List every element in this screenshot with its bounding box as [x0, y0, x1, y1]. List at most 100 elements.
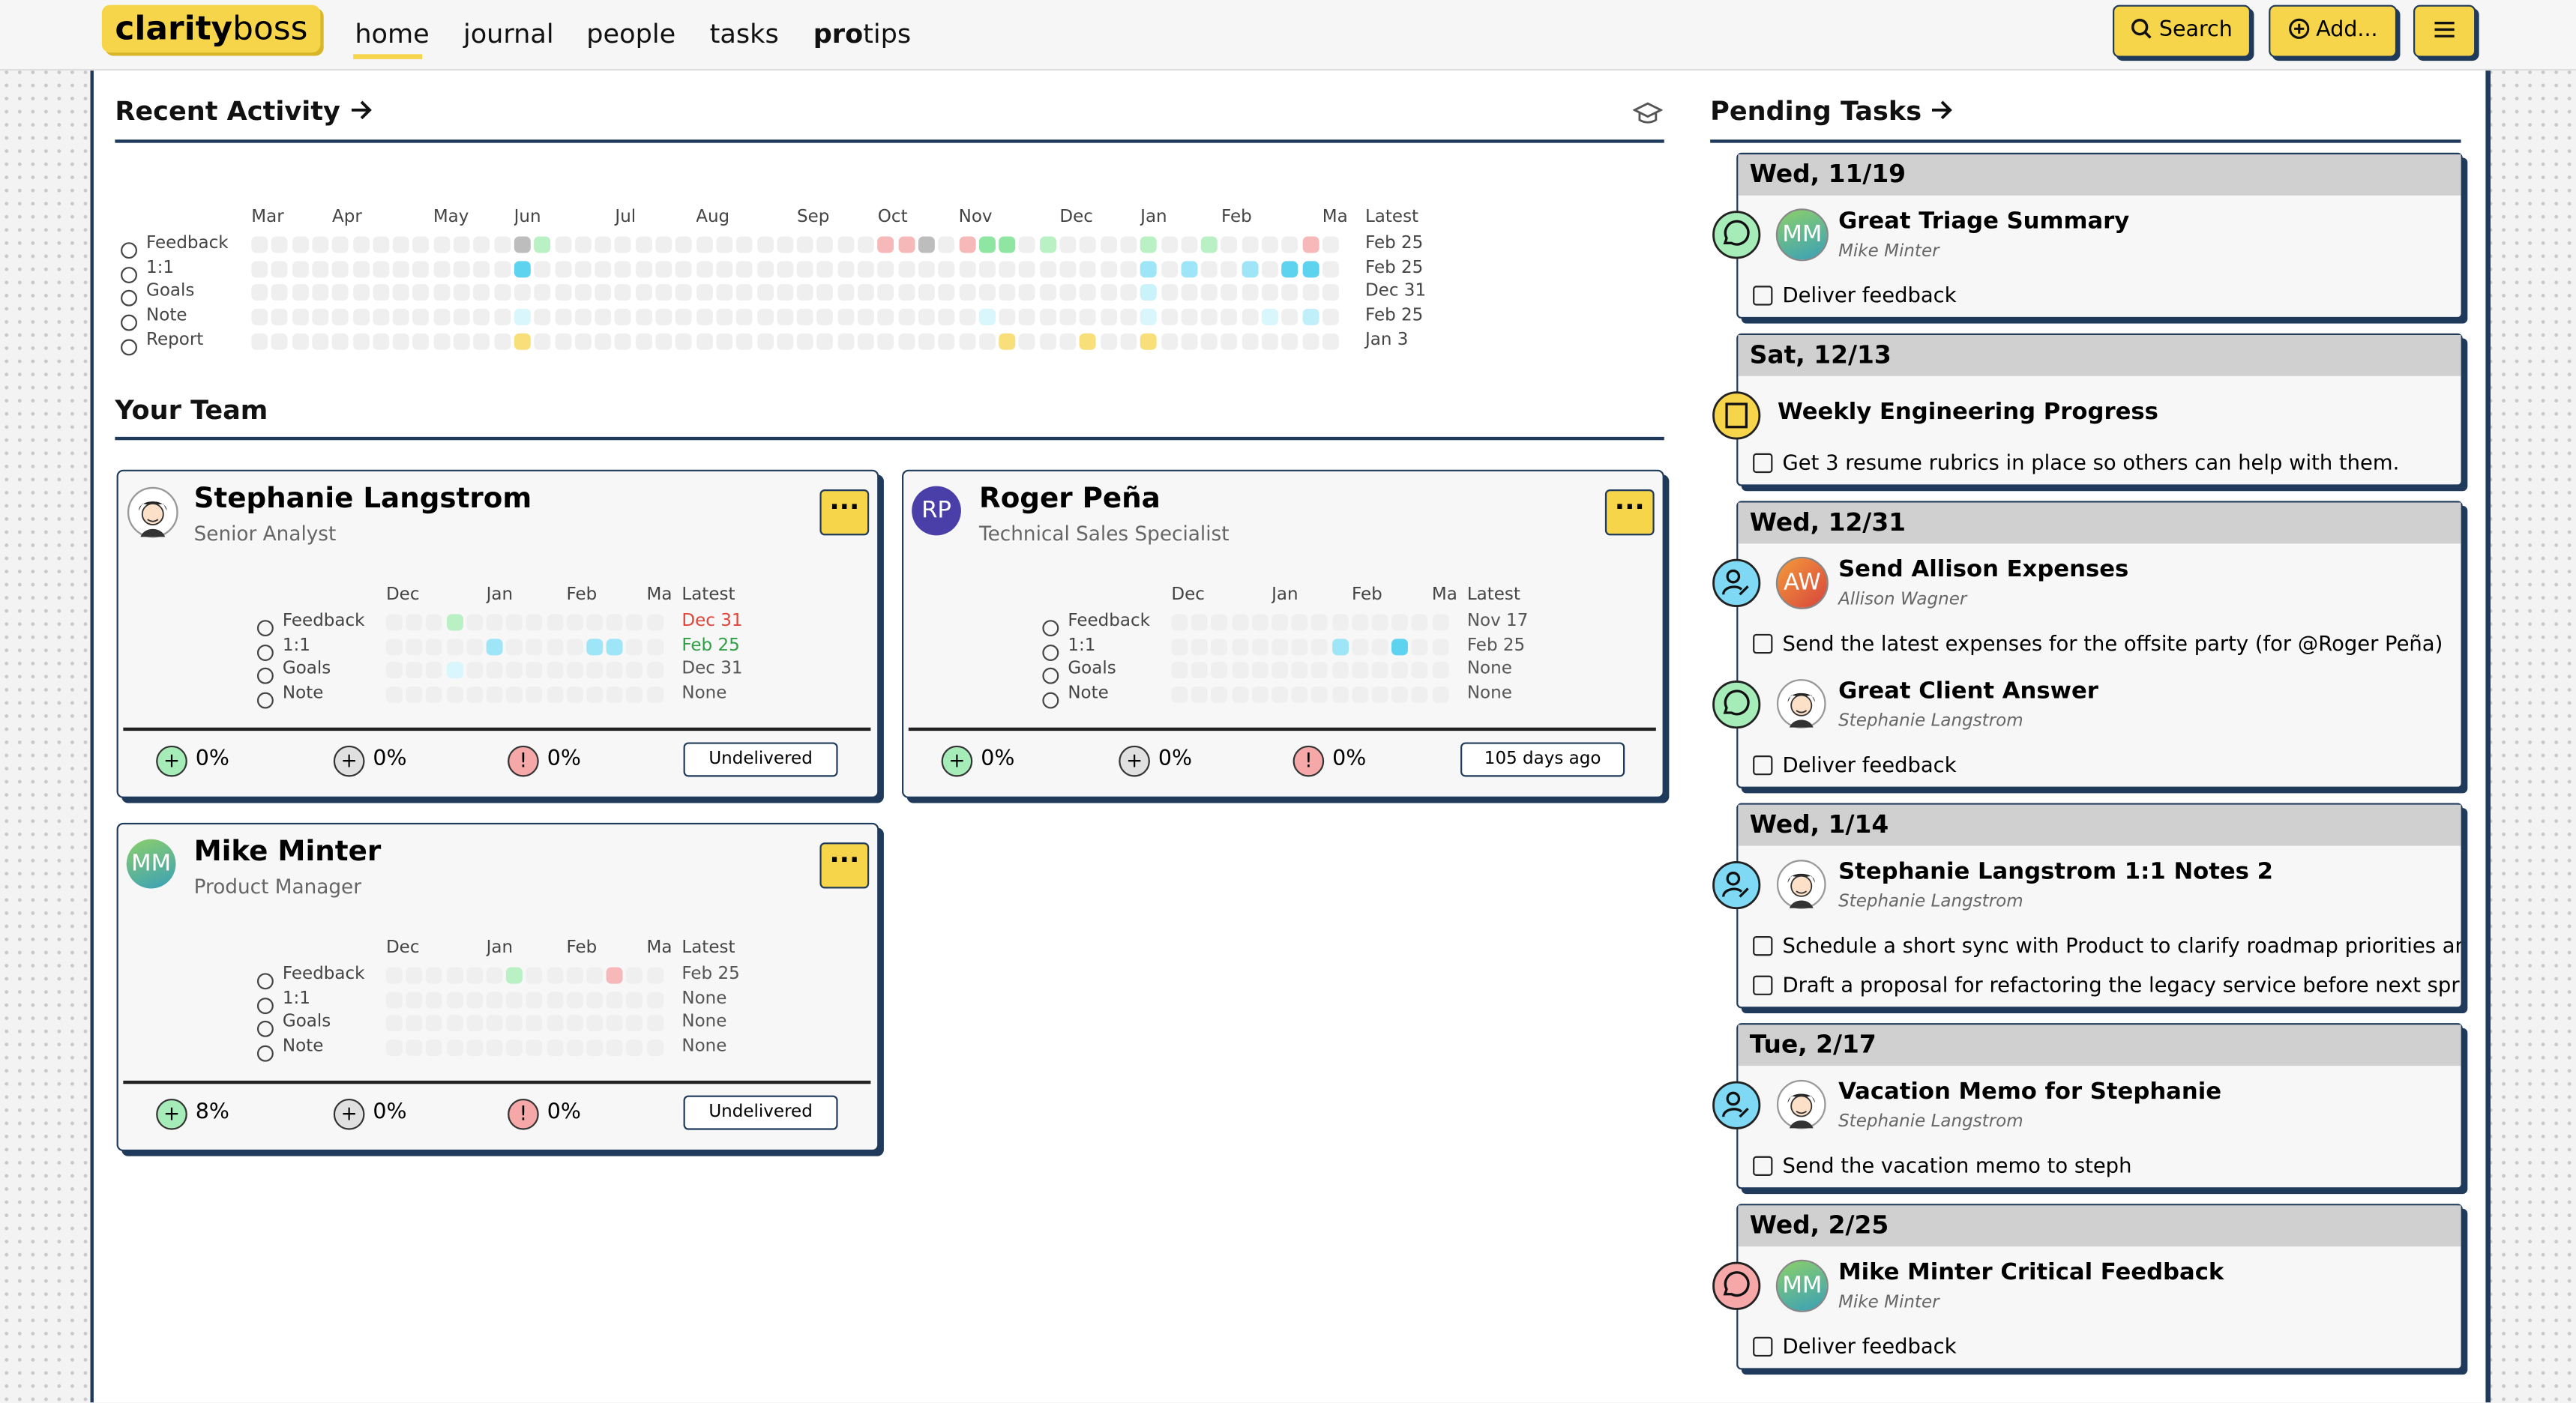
- heat-cell: [292, 284, 309, 301]
- checkbox[interactable]: [1753, 755, 1773, 776]
- nav-journal[interactable]: journal: [463, 18, 554, 49]
- heat-cell: [1211, 662, 1228, 679]
- more-button[interactable]: ···: [819, 842, 870, 889]
- activity-cell: [1301, 309, 1319, 326]
- pending-tasks: Pending Tasks Wed, 11/19 MM Great Triage S…: [1710, 95, 2463, 1384]
- task[interactable]: MM Mike Minter Critical Feedback Mike Mint…: [1712, 1246, 2461, 1329]
- heat-cell: [385, 662, 403, 679]
- heat-cell: [486, 967, 503, 984]
- member-name[interactable]: Mike Minter: [193, 836, 382, 869]
- heat-cell: [466, 638, 483, 655]
- pending-title[interactable]: Pending Tasks: [1710, 95, 2461, 127]
- heat-cell: [857, 309, 874, 326]
- task-item[interactable]: Send the vacation memo to steph: [1738, 1148, 2461, 1188]
- task-item[interactable]: Deliver feedback: [1738, 277, 2461, 317]
- task-item[interactable]: Send the latest expenses for the offsite…: [1738, 626, 2461, 666]
- task-item[interactable]: Schedule a short sync with Product to cl…: [1738, 928, 2461, 968]
- heat-cell: [938, 284, 955, 301]
- stat-icon: +: [156, 1098, 187, 1130]
- status-badge[interactable]: Undelivered: [683, 1095, 838, 1130]
- more-button[interactable]: ···: [1604, 489, 1655, 536]
- task[interactable]: Stephanie Langstrom 1:1 Notes 2 Stephanie…: [1712, 846, 2461, 929]
- checkbox[interactable]: [1753, 975, 1773, 995]
- heat-cell: [635, 284, 652, 301]
- task-item[interactable]: Deliver feedback: [1738, 747, 2461, 787]
- checkbox[interactable]: [1753, 453, 1773, 474]
- task-group: Sat, 12/13 Weekly Engineering Progress Get…: [1712, 333, 2463, 486]
- heat-cell: [736, 260, 753, 277]
- checkbox[interactable]: [1753, 1336, 1773, 1357]
- checkbox[interactable]: [1753, 633, 1773, 654]
- status-badge[interactable]: 105 days ago: [1460, 742, 1625, 777]
- month-label: Feb: [1221, 207, 1252, 227]
- checkbox[interactable]: [1753, 286, 1773, 306]
- member-name[interactable]: Roger Peña: [979, 483, 1161, 516]
- heat-cell: [392, 284, 409, 301]
- face-avatar: [1776, 860, 1826, 909]
- heat-cell: [1171, 686, 1188, 703]
- search-button[interactable]: Search: [2113, 4, 2251, 58]
- task-person: Stephanie Langstrom: [1838, 891, 2023, 912]
- nav-people[interactable]: people: [586, 18, 676, 49]
- heat-cell: [716, 236, 733, 253]
- checkbox[interactable]: [1753, 1156, 1773, 1176]
- add-button[interactable]: Add...: [2269, 4, 2398, 58]
- heat-cell: [615, 284, 632, 301]
- month-label: Jun: [514, 207, 541, 227]
- latest: None: [681, 988, 727, 1008]
- heat-cell: [506, 638, 523, 655]
- heat-cell: [1311, 686, 1328, 703]
- heat-cell: [493, 260, 511, 277]
- activity-cell: [1080, 333, 1097, 350]
- heat-cell: [446, 638, 463, 655]
- heat-cell: [1291, 638, 1308, 655]
- pending-title-text: Pending Tasks: [1710, 95, 1922, 127]
- nav-tasks[interactable]: tasks: [709, 18, 779, 49]
- member-name[interactable]: Stephanie Langstrom: [193, 483, 532, 516]
- heat-cell: [646, 686, 663, 703]
- heat-cell: [466, 1015, 483, 1032]
- recent-activity-title[interactable]: Recent Activity: [115, 95, 1664, 127]
- task[interactable]: Great Client Answer Stephanie Langstrom: [1712, 665, 2461, 747]
- task[interactable]: Vacation Memo for Stephanie Stephanie Lan…: [1712, 1066, 2461, 1148]
- stat-icon: +: [156, 745, 187, 777]
- checkbox[interactable]: [1753, 936, 1773, 956]
- heat-cell: [426, 686, 443, 703]
- month-label: Dec: [1059, 207, 1093, 227]
- heat-cell: [1100, 284, 1117, 301]
- heat-cell: [897, 333, 915, 350]
- task-item[interactable]: Deliver feedback: [1738, 1329, 2461, 1369]
- heat-cell: [635, 333, 652, 350]
- month-label: Jul: [615, 207, 637, 227]
- heat-cell: [626, 686, 643, 703]
- member-card[interactable]: MM Mike Minter Product Manager ··· Dec Jan Feb…: [116, 822, 879, 1152]
- more-button[interactable]: ···: [819, 489, 870, 536]
- heat-cell: [736, 236, 753, 253]
- heat-cell: [486, 662, 503, 679]
- member-card[interactable]: Stephanie Langstrom Senior Analyst ··· Dec J…: [116, 469, 879, 798]
- heat-cell: [595, 260, 612, 277]
- task[interactable]: Weekly Engineering Progress: [1712, 376, 2461, 445]
- heat-cell: [655, 260, 672, 277]
- heat-cell: [312, 309, 329, 326]
- task-item[interactable]: Get 3 resume rubrics in place so others …: [1738, 445, 2461, 485]
- heat-cell: [1201, 333, 1218, 350]
- top-bar: clarityboss home journal people tasks pr…: [0, 0, 2576, 71]
- heat-cell: [1301, 333, 1319, 350]
- heat-cell: [546, 1039, 563, 1056]
- heat-cell: [1059, 309, 1077, 326]
- task-title: Great Client Answer: [1838, 678, 2098, 705]
- month-label: Feb: [566, 585, 598, 605]
- nav-protips[interactable]: protips: [813, 18, 912, 49]
- task-item[interactable]: Draft a proposal for refactoring the leg…: [1738, 968, 2461, 1007]
- task[interactable]: AW Send Allison Expenses Allison Wagner: [1712, 543, 2461, 626]
- heat-cell: [897, 309, 915, 326]
- logo[interactable]: clarityboss: [101, 4, 321, 53]
- nav-home[interactable]: home: [355, 18, 430, 49]
- status-badge[interactable]: Undelivered: [683, 742, 838, 777]
- menu-icon: [2434, 22, 2455, 37]
- heat-cell: [1272, 638, 1288, 655]
- menu-button[interactable]: [2413, 4, 2476, 58]
- task[interactable]: MM Great Triage Summary Mike Minter: [1712, 196, 2461, 278]
- member-card[interactable]: RP Roger Peña Technical Sales Specialist ··…: [902, 469, 1664, 798]
